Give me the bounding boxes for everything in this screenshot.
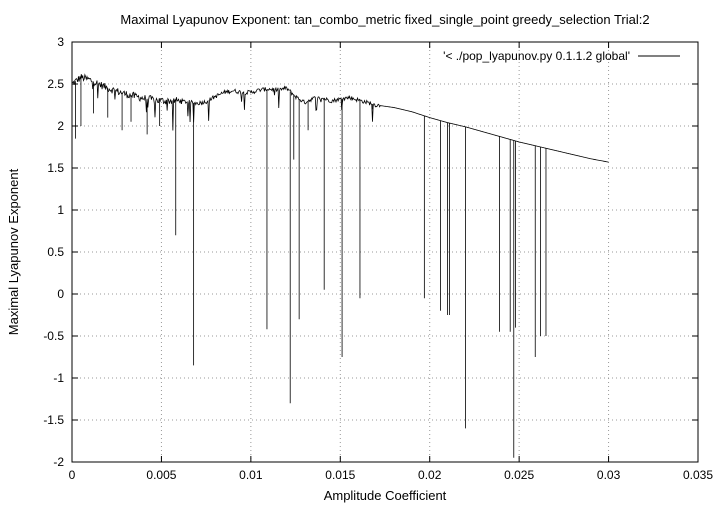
grid-lines: [72, 42, 698, 462]
y-tick-label: -1.5: [43, 413, 64, 427]
x-tick-label: 0.01: [239, 468, 263, 482]
x-tick-label: 0.02: [418, 468, 442, 482]
chart-title: Maximal Lyapunov Exponent: tan_combo_met…: [120, 12, 649, 27]
x-tick-label: 0.03: [597, 468, 621, 482]
y-tick-label: 0.5: [47, 245, 64, 259]
y-tick-label: 0: [57, 287, 64, 301]
x-tick-label: 0: [69, 468, 76, 482]
y-tick-label: 1: [57, 203, 64, 217]
y-tick-label: 1.5: [47, 161, 64, 175]
legend: '< ./pop_lyapunov.py 0.1.1.2 global': [443, 49, 680, 63]
y-tick-label: 3: [57, 35, 64, 49]
x-tick-label: 0.005: [146, 468, 176, 482]
x-tick-label: 0.015: [325, 468, 355, 482]
series-line: [71, 73, 609, 163]
y-tick-label: -0.5: [43, 329, 64, 343]
y-tick-label: 2.5: [47, 77, 64, 91]
x-tick-label: 0.035: [683, 468, 713, 482]
legend-entry-label: '< ./pop_lyapunov.py 0.1.1.2 global': [443, 49, 630, 63]
y-tick-labels: -2 -1.5 -1 -0.5 0 0.5 1 1.5 2 2.5 3: [43, 35, 64, 469]
y-tick-label: -1: [53, 371, 64, 385]
y-tick-label: 2: [57, 119, 64, 133]
axis-ticks: [71, 41, 699, 463]
y-tick-label: -2: [53, 455, 64, 469]
x-axis-label: Amplitude Coefficient: [324, 488, 447, 503]
y-axis-label: Maximal Lyapunov Exponent: [6, 168, 21, 335]
x-tick-label: 0.025: [504, 468, 534, 482]
x-tick-labels: 0 0.005 0.01 0.015 0.02 0.025 0.03 0.035: [69, 468, 714, 482]
plot-area: [71, 73, 609, 458]
